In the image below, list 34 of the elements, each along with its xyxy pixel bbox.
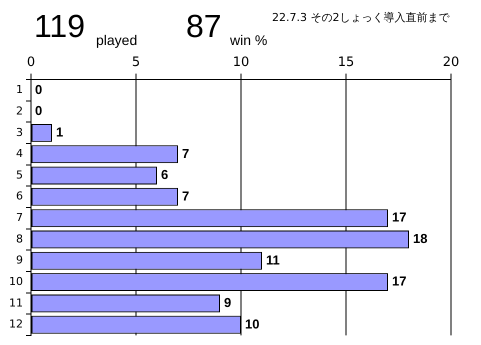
y-tick-label: 5 — [16, 168, 23, 182]
text: played — [96, 32, 138, 48]
data-label: 11 — [266, 252, 280, 268]
text: 87 — [186, 8, 222, 45]
y-tick-label: 8 — [16, 232, 23, 246]
data-label: 1 — [56, 124, 64, 140]
data-label: 10 — [245, 316, 260, 332]
data-label: 17 — [392, 274, 406, 289]
data-label: 18 — [413, 231, 428, 246]
chart-title: 22.7.3 その2しょっく導入直前まで — [272, 10, 450, 25]
y-tick-label: 6 — [16, 190, 23, 203]
x-tick-label: 15 — [338, 55, 354, 70]
x-tick-label: 20 — [442, 55, 460, 70]
y-tick-label: 2 — [16, 104, 23, 118]
data-label: 9 — [224, 295, 232, 310]
x-tick-label: 0 — [26, 55, 36, 70]
y-tick-label: 4 — [16, 147, 23, 160]
y-tick-label: 11 — [8, 296, 23, 310]
y-tick-label: 9 — [16, 254, 23, 267]
data-label: 17 — [392, 210, 406, 225]
text: win % — [230, 32, 268, 48]
text: 119 — [34, 8, 86, 45]
y-tick-label: 3 — [16, 126, 23, 139]
data-label: 0 — [34, 82, 42, 97]
x-tick-label: 5 — [132, 55, 140, 70]
data-label: 7 — [182, 146, 190, 161]
data-label: 6 — [161, 167, 168, 182]
data-label: 0 — [34, 103, 42, 118]
y-tick-label: 10 — [8, 274, 23, 288]
data-label: 7 — [182, 188, 190, 204]
y-tick-label: 1 — [16, 83, 23, 96]
x-tick-label: 10 — [232, 55, 250, 70]
y-tick-label: 12 — [8, 318, 23, 331]
y-tick-label: 7 — [16, 211, 23, 224]
